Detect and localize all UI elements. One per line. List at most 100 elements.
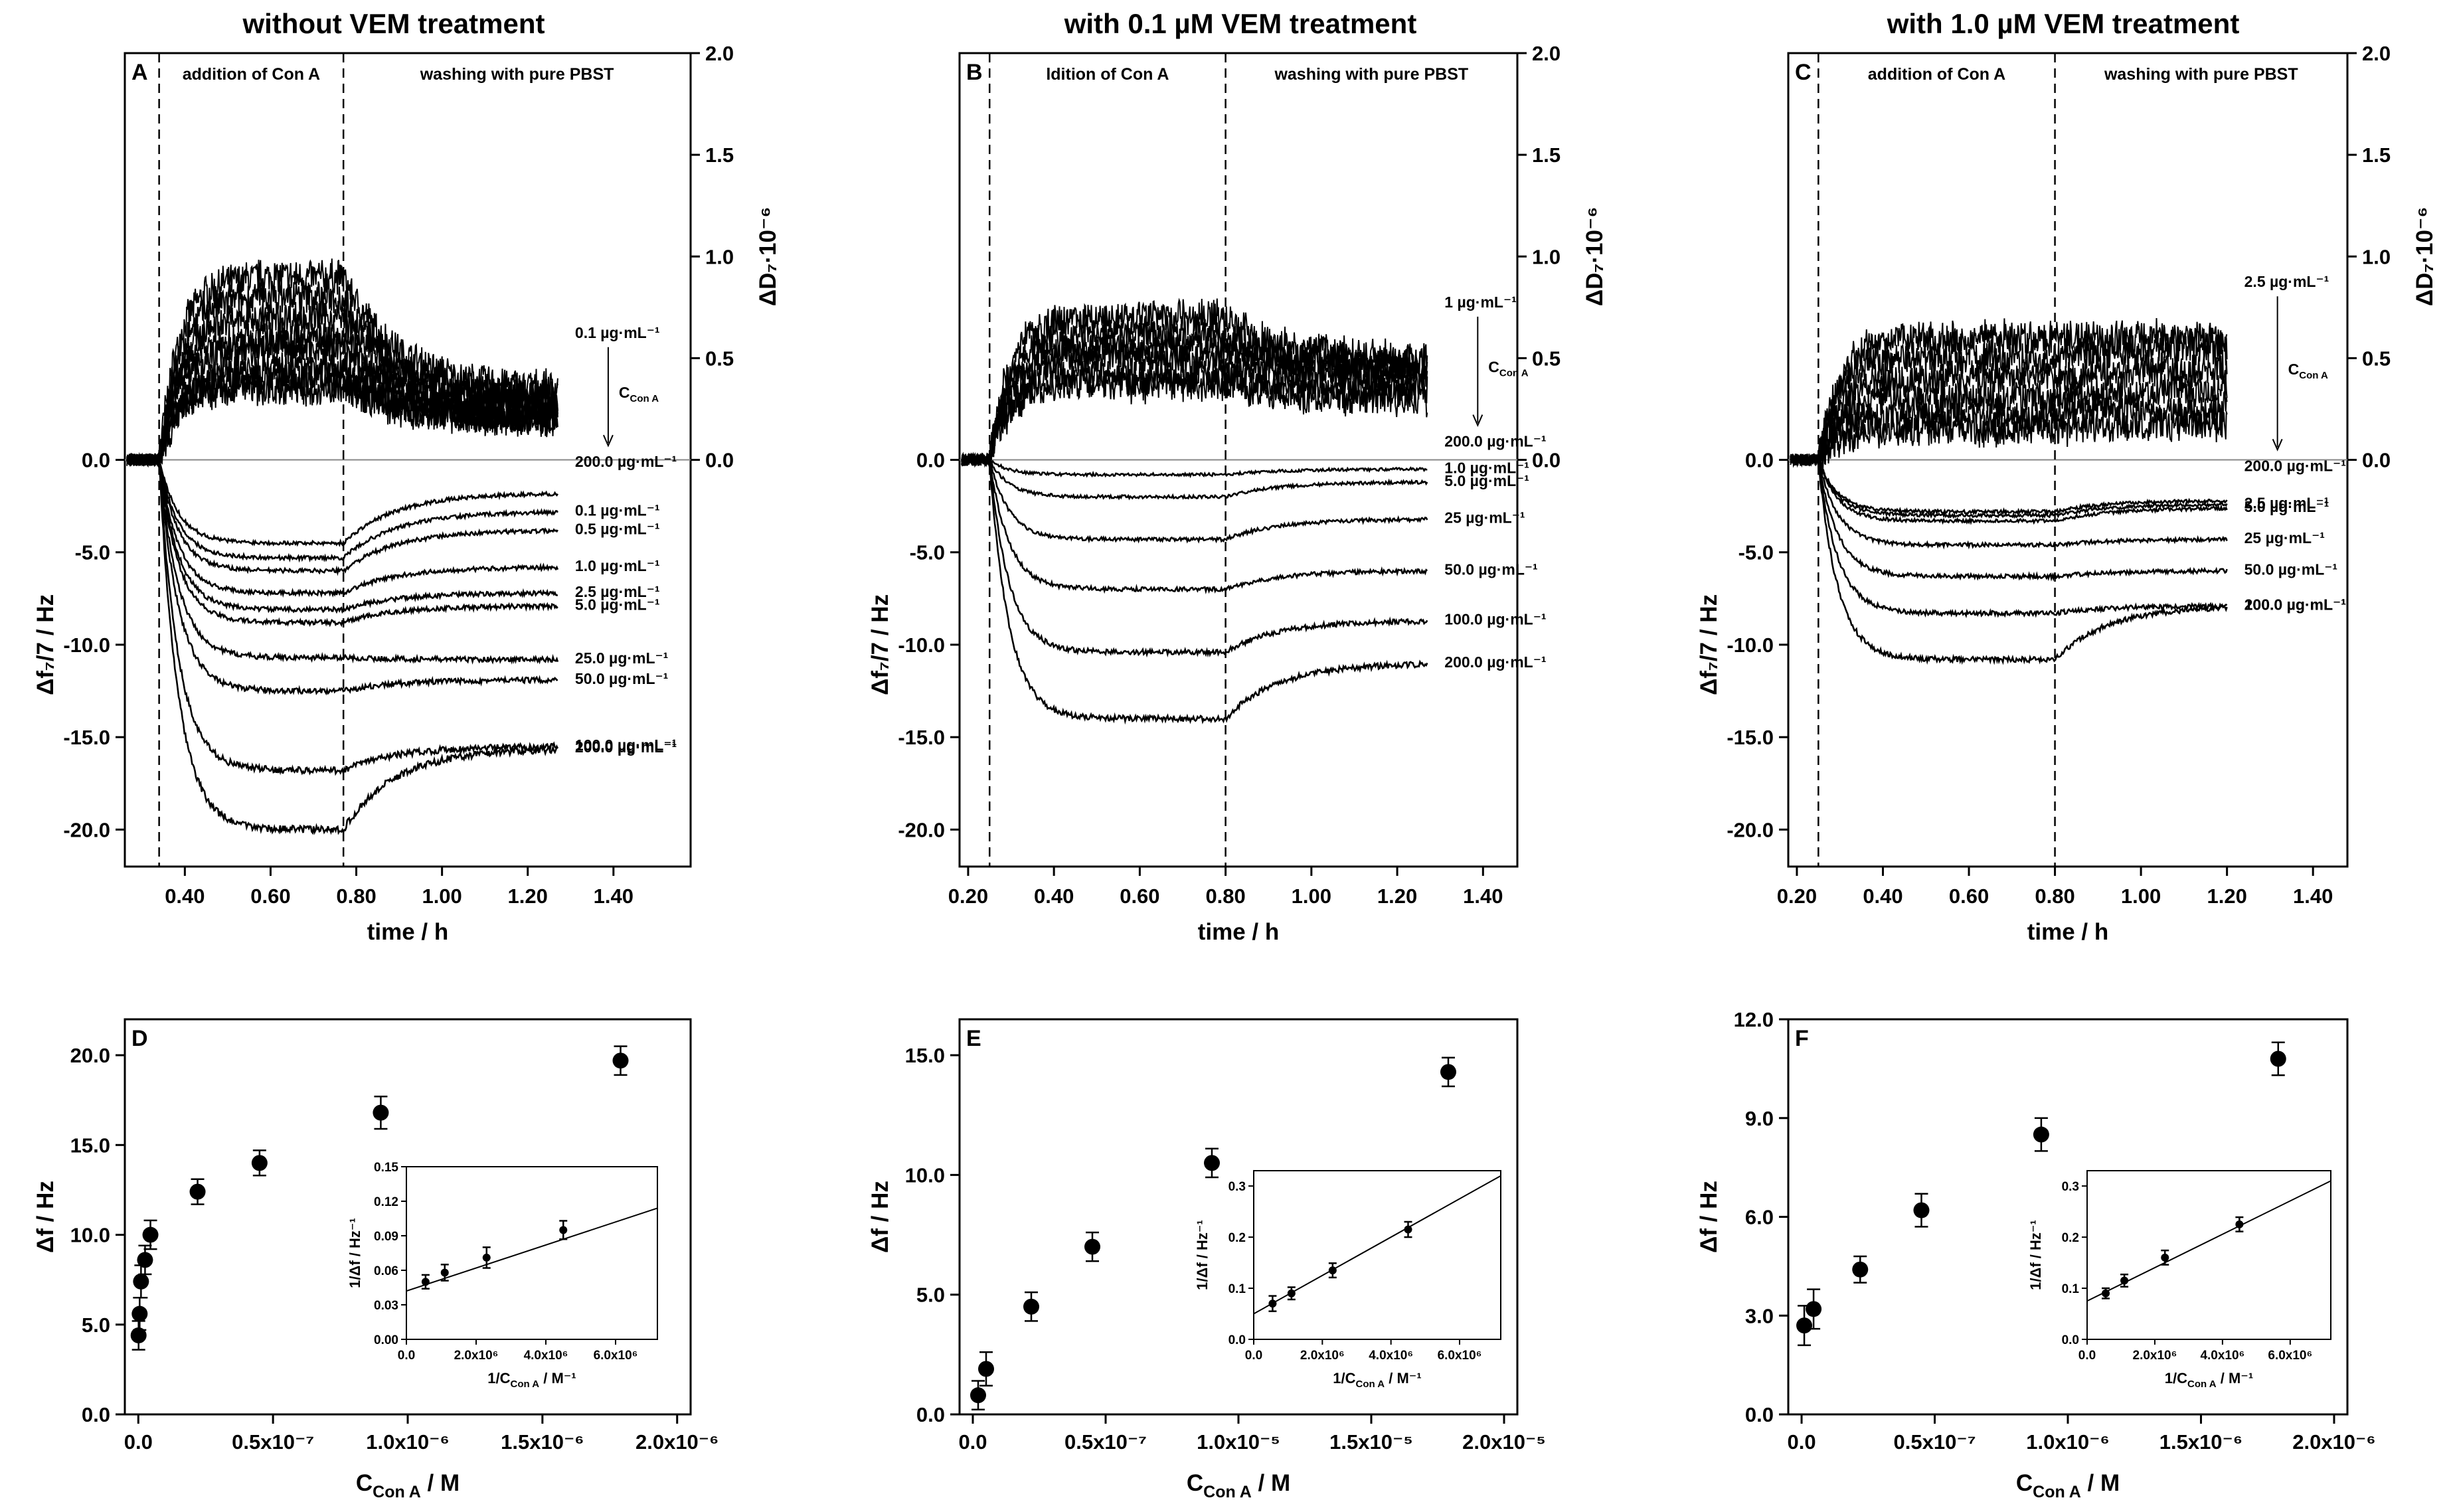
concentration-label: 200.0 µg·mL⁻¹	[575, 738, 677, 756]
y2-tick-label: 0.0	[2362, 449, 2391, 472]
y-axis-label: Δf / Hz	[867, 1181, 893, 1253]
y-tick-label: -10.0	[1727, 633, 1774, 657]
x-tick-label: 1.0x10⁻⁵	[1197, 1430, 1280, 1454]
y-tick-label: -5.0	[75, 541, 110, 564]
concentration-label: 50.0 µg·mL⁻¹	[575, 670, 668, 687]
x-tick-label: 1.0x10⁻⁶	[366, 1430, 449, 1454]
phase-label-addition: ldition of Con A	[1046, 65, 1169, 84]
x-tick-label: 1.5x10⁻⁶	[2159, 1430, 2242, 1454]
y2-tick-label: 0.5	[1532, 347, 1561, 370]
x-axis-label: CCon A / M	[2016, 1470, 2120, 1501]
x-tick-label: 0.60	[1949, 884, 1989, 908]
y-tick-label: 0.0	[82, 1403, 110, 1426]
x-tick-label: 0.80	[1205, 884, 1245, 908]
data-point	[2270, 1050, 2286, 1067]
panel-letter: A	[131, 60, 148, 85]
inset-x-tick-label: 4.0x10⁶	[2200, 1349, 2244, 1363]
y-tick-label: 0.0	[1745, 449, 1774, 472]
data-point	[2161, 1253, 2169, 1262]
x-tick-label: 0.80	[2035, 884, 2074, 908]
x-tick-label: 2.0x10⁻⁶	[635, 1430, 718, 1454]
y-tick-label: 5.0	[82, 1313, 110, 1337]
concentration-label: 2.5 µg·mL⁻¹	[2244, 494, 2329, 511]
inset-x-tick-label: 6.0x10⁶	[1438, 1349, 1482, 1363]
inset-y-tick-label: 0.2	[2062, 1231, 2079, 1245]
frequency-series	[961, 454, 1428, 658]
inset-y-tick-label: 0.0	[2062, 1333, 2079, 1347]
x-tick-label: 0.5x10⁻⁷	[1894, 1430, 1976, 1454]
diss-label-top: 1 µg·mL⁻¹	[1444, 294, 1516, 311]
inset-x-axis-label: 1/CCon A / M⁻¹	[1333, 1370, 1421, 1390]
frequency-series	[961, 454, 1428, 594]
x-tick-label: 0.5x10⁻⁷	[1064, 1430, 1147, 1454]
frequency-series	[1790, 456, 2228, 618]
concentration-label: 100.0 µg·mL⁻¹	[575, 736, 677, 754]
y-tick-label: 0.0	[82, 449, 110, 472]
x-tick-label: 1.00	[2121, 884, 2161, 908]
data-point	[1806, 1301, 1822, 1317]
frequency-series	[961, 456, 1428, 501]
y-tick-label: 20.0	[70, 1044, 110, 1067]
inset-fit-line	[406, 1207, 658, 1292]
inset-y-tick-label: 0.1	[2062, 1282, 2080, 1296]
data-point	[1268, 1300, 1277, 1308]
y-tick-label: -15.0	[1727, 726, 1774, 749]
frequency-series	[126, 454, 559, 835]
diss-label-bottom: 200.0 µg·mL⁻¹	[1444, 433, 1546, 450]
x-tick-label: 0.0	[1787, 1430, 1816, 1454]
data-point	[421, 1278, 430, 1286]
concentration-arrow-head	[2272, 438, 2283, 452]
data-point	[1084, 1238, 1100, 1255]
phase-label-washing: washing with pure PBST	[420, 65, 614, 84]
concentration-label: 1.0 µg·mL⁻¹	[575, 557, 660, 574]
diss-label-top: 0.1 µg·mL⁻¹	[575, 324, 660, 341]
concentration-label: 25.0 µg·mL⁻¹	[575, 649, 668, 667]
data-point	[612, 1052, 629, 1069]
y-tick-label: 10.0	[905, 1163, 945, 1187]
x-tick-label: 0.40	[1863, 884, 1902, 908]
inset-x-tick-label: 6.0x10⁶	[2268, 1349, 2312, 1363]
y-tick-label: -10.0	[898, 633, 945, 657]
frequency-series	[961, 456, 1428, 544]
y2-tick-label: 0.5	[2362, 347, 2391, 370]
inset-x-tick-label: 4.0x10⁶	[1369, 1349, 1413, 1363]
panel-C: 0.20 0.40 0.60 0.80 1.00 1.20 1.40 0.0 -5.0 -10.0…	[1696, 42, 2438, 945]
c-con-a-label: CCon A	[619, 384, 659, 404]
inset-x-tick-label: 2.0x10⁶	[2133, 1349, 2177, 1363]
data-point	[251, 1155, 268, 1171]
x-tick-label: 1.20	[1377, 884, 1417, 908]
inset-y-tick-label: 0.1	[1228, 1282, 1246, 1296]
y-tick-label: -5.0	[910, 541, 945, 564]
y-tick-label: 0.0	[1745, 1403, 1774, 1426]
data-point	[1404, 1225, 1412, 1234]
x-axis-label: CCon A / M	[356, 1470, 460, 1501]
concentration-label: 50.0 µg·mL⁻¹	[2244, 561, 2337, 578]
frequency-series	[961, 457, 1428, 479]
y-axis-label: Δf₇/7 / Hz	[1696, 594, 1722, 695]
inset-x-tick-label: 0.0	[1245, 1349, 1262, 1363]
frequency-series	[126, 454, 558, 696]
frequency-series	[126, 454, 559, 665]
y-axis-label: Δf / Hz	[1696, 1181, 1722, 1253]
dissipation-series	[1790, 349, 2228, 466]
y-axis-label: Δf₇/7 / Hz	[33, 594, 58, 695]
y-tick-label: -10.0	[63, 633, 110, 657]
inset-y-axis-label: 1/Δf / Hz⁻¹	[2027, 1220, 2044, 1290]
data-point	[2102, 1289, 2110, 1298]
inset-x-tick-label: 0.0	[2078, 1349, 2096, 1363]
y-tick-label: -5.0	[1738, 541, 1774, 564]
data-point	[1852, 1261, 1869, 1278]
x-tick-label: 2.0x10⁻⁶	[2292, 1430, 2375, 1454]
inset-frame	[2086, 1170, 2331, 1340]
panel-B: 0.20 0.40 0.60 0.80 1.00 1.20 1.40 0.0 -5.0 -10.0…	[867, 42, 1608, 945]
x-tick-label: 1.5x10⁻⁵	[1329, 1430, 1413, 1454]
dissipation-series	[126, 258, 558, 467]
x-tick-label: 1.0x10⁻⁶	[2026, 1430, 2109, 1454]
y2-axis-label: ΔD₇·10⁻⁶	[755, 207, 781, 306]
data-point	[137, 1252, 153, 1268]
x-tick-label: 1.00	[1292, 884, 1331, 908]
frequency-series	[1790, 456, 2228, 516]
dissipation-series	[961, 329, 1428, 471]
x-tick-label: 0.60	[250, 884, 290, 908]
y-tick-label: 15.0	[905, 1044, 945, 1067]
